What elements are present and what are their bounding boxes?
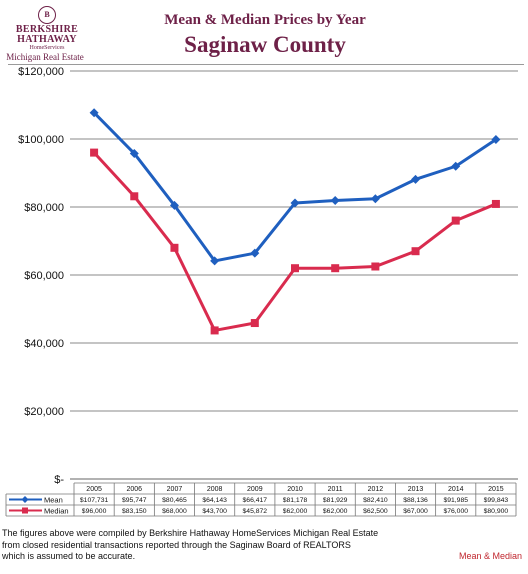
data-point-median-2009 [250, 319, 259, 328]
data-point-median-2012 [371, 262, 380, 271]
x-tick-label-2009: 2009 [247, 486, 263, 493]
header-divider [8, 64, 524, 65]
table-cell-mean-2010: $81,178 [283, 497, 308, 504]
data-point-mean-2009 [250, 248, 260, 258]
table-cell-median-2013: $67,000 [403, 508, 428, 515]
chart-title: Mean & Median Prices by Year [164, 12, 366, 28]
legend-marker-mean [21, 496, 29, 503]
table-cell-median-2015: $80,900 [484, 508, 509, 515]
x-tick-label-2010: 2010 [287, 486, 303, 493]
table-cell-mean-2005: $107,731 [80, 497, 109, 504]
data-point-median-2014 [451, 216, 460, 225]
table-cell-median-2009: $45,872 [243, 508, 268, 515]
table-cell-median-2008: $43,700 [202, 508, 227, 515]
y-tick-label-80000: $80,000 [24, 202, 64, 214]
legend-label-mean: Mean [44, 496, 63, 505]
y-tick-label-60000: $60,000 [24, 270, 64, 282]
footer-line-3: which is assumed to be accurate. [2, 551, 136, 561]
data-point-mean-2012 [370, 194, 380, 204]
x-tick-label-2011: 2011 [328, 486, 343, 493]
table-cell-mean-2011: $81,929 [323, 497, 348, 504]
logo-seal-icon: B [38, 6, 56, 24]
x-tick-label-2014: 2014 [448, 486, 464, 493]
table-cell-mean-2012: $82,410 [363, 497, 388, 504]
data-point-mean-2008 [210, 256, 220, 266]
line-chart: $- $20,000 $40,000 $60,000 $80,000 $100,000 $1… [5, 66, 518, 517]
table-cell-mean-2015: $99,843 [484, 497, 509, 504]
table-cell-mean-2007: $80,465 [162, 497, 187, 504]
table-cell-mean-2008: $64,143 [202, 497, 227, 504]
data-point-median-2015 [491, 199, 500, 208]
x-tick-label-2013: 2013 [408, 486, 424, 493]
table-cell-mean-2014: $91,985 [443, 497, 468, 504]
data-point-mean-2013 [411, 174, 421, 184]
footer-line-2: from closed residential transactions rep… [2, 539, 351, 550]
table-cell-mean-2009: $66,417 [243, 497, 268, 504]
logo-line-4: Michigan Real Estate [6, 52, 84, 62]
table-cell-mean-2013: $88,136 [403, 497, 428, 504]
data-point-mean-2014 [451, 161, 461, 171]
y-tick-label-20000: $20,000 [24, 406, 64, 418]
data-point-median-2006 [130, 192, 139, 201]
data-point-mean-2011 [330, 195, 340, 205]
footer-note: The figures above were compiled by Berks… [2, 528, 378, 563]
data-point-median-2007 [170, 243, 179, 252]
data-point-mean-2007 [169, 200, 179, 210]
data-point-median-2005 [90, 148, 99, 157]
table-cell-median-2014: $76,000 [443, 508, 468, 515]
data-point-mean-2005 [89, 108, 99, 118]
data-point-mean-2015 [491, 135, 501, 145]
company-logo: B BERKSHIRE HATHAWAY HomeServices Michig… [4, 6, 90, 63]
y-tick-label-0: $- [54, 474, 64, 486]
chart-subtitle: Saginaw County [184, 32, 346, 57]
x-tick-label-2008: 2008 [207, 486, 223, 493]
table-cell-median-2012: $62,500 [363, 508, 388, 515]
table-cell-median-2011: $62,000 [323, 508, 348, 515]
table-cell-median-2006: $83,150 [122, 508, 147, 515]
logo-line-1: BERKSHIRE [15, 24, 79, 35]
footer-tag: Mean & Median [458, 551, 522, 561]
table-cell-median-2007: $68,000 [162, 508, 187, 515]
y-tick-label-40000: $40,000 [24, 338, 64, 350]
logo-line-3: HomeServices [29, 45, 65, 51]
x-tick-label-2012: 2012 [368, 486, 384, 493]
data-point-mean-2010 [290, 198, 300, 208]
y-tick-label-100000: $100,000 [18, 134, 64, 146]
footer-line-1: The figures above were compiled by Berks… [2, 528, 379, 538]
table-cell-median-2010: $62,000 [283, 508, 308, 515]
data-point-median-2013 [411, 247, 420, 256]
data-point-mean-2006 [129, 148, 139, 158]
logo-line-2: HATHAWAY [17, 34, 77, 45]
legend-marker-median [22, 507, 28, 514]
table-cell-median-2005: $96,000 [82, 508, 107, 515]
y-tick-label-120000: $120,000 [18, 66, 64, 78]
x-tick-label-2006: 2006 [126, 486, 142, 493]
data-point-median-2008 [210, 326, 219, 335]
data-point-median-2010 [291, 264, 299, 273]
series-line-mean [93, 111, 497, 263]
x-tick-label-2007: 2007 [167, 486, 183, 493]
legend-label-median: Median [44, 507, 69, 516]
table-cell-mean-2006: $95,747 [122, 497, 147, 504]
data-point-median-2011 [331, 264, 340, 273]
x-tick-label-2015: 2015 [488, 486, 504, 493]
x-tick-label-2005: 2005 [86, 486, 102, 493]
